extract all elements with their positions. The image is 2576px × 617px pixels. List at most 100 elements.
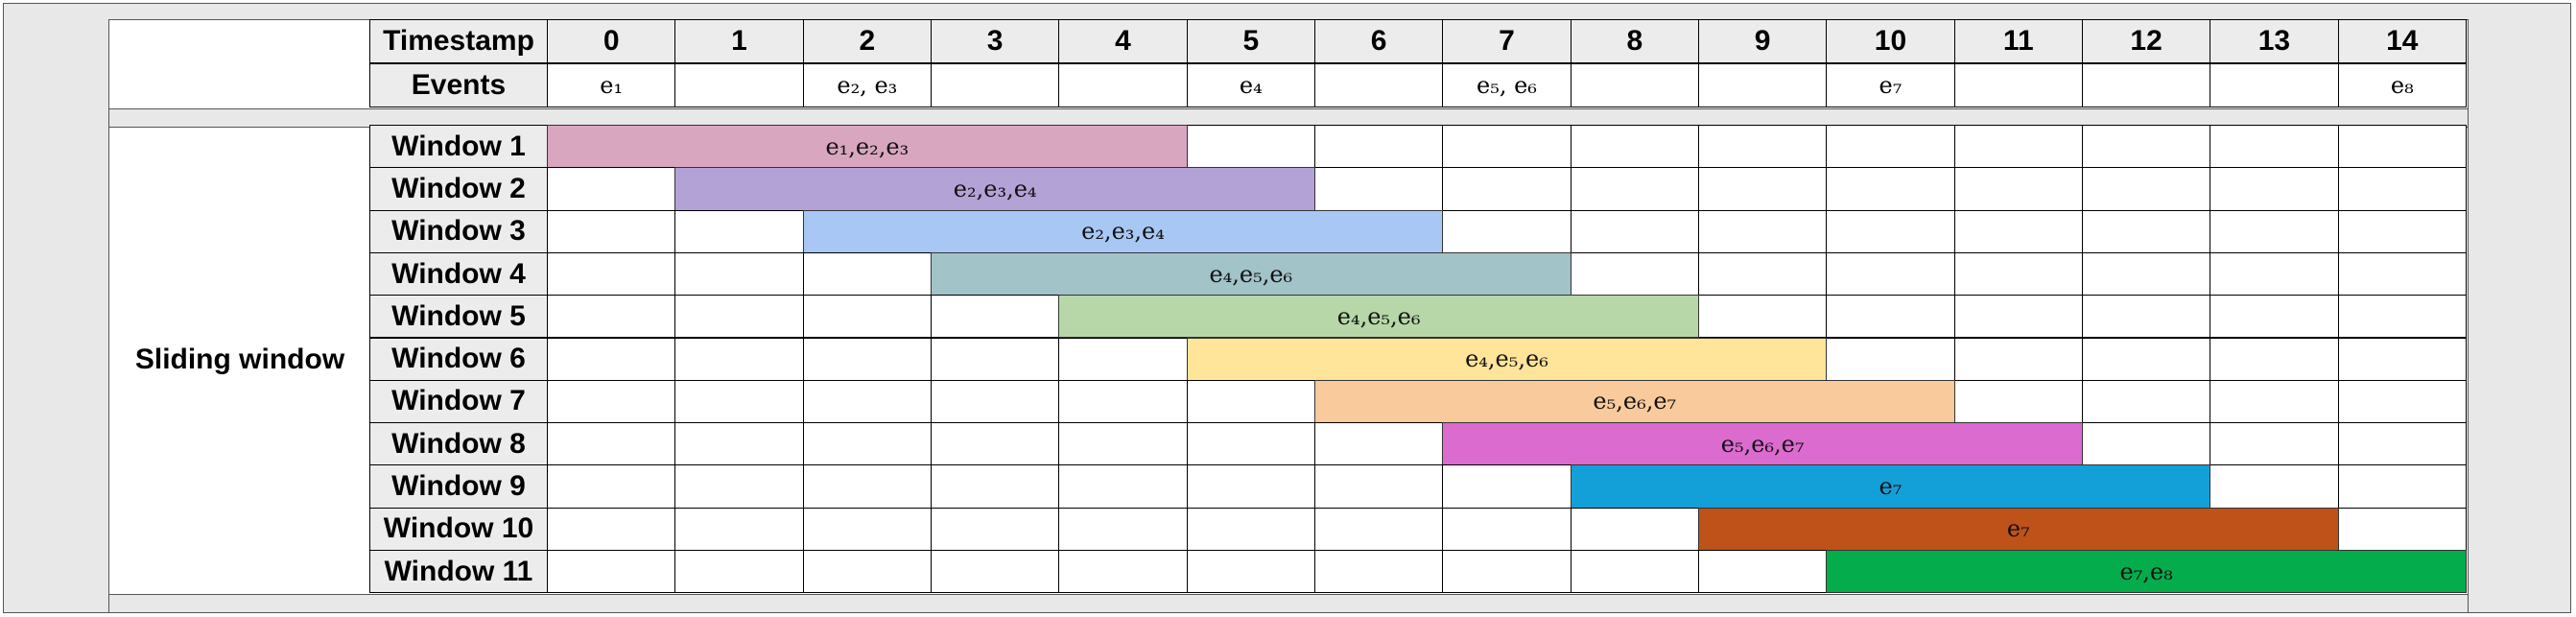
grid-cell <box>2337 507 2467 551</box>
grid-cell <box>1570 125 1699 169</box>
window-bar: e₂,e₃,e₄ <box>802 209 1444 253</box>
grid-cell <box>1186 379 1315 424</box>
grid-cell <box>930 337 1060 381</box>
grid-cell <box>802 295 932 339</box>
grid-cell <box>1186 550 1315 594</box>
grid-cell <box>1186 125 1315 169</box>
grid-cell <box>674 550 804 594</box>
grid-cell <box>1953 167 2083 211</box>
grid-cell <box>2210 125 2339 169</box>
grid-cell <box>2081 209 2211 253</box>
grid-cell <box>1442 464 1572 509</box>
timestamp-cell: 0 <box>547 19 676 63</box>
bottom-separator <box>108 594 2469 613</box>
grid-cell <box>2337 167 2467 211</box>
grid-cell <box>547 167 676 211</box>
event-cell <box>2081 63 2211 107</box>
grid-cell <box>674 251 804 297</box>
grid-cell <box>1058 422 1188 466</box>
grid-cell <box>1442 167 1572 211</box>
grid-cell <box>2081 379 2211 424</box>
grid-cell <box>2081 295 2211 339</box>
grid-cell <box>930 464 1060 509</box>
window-label: Window 7 <box>369 379 548 424</box>
timestamp-cell: 10 <box>1826 19 1955 63</box>
grid-cell <box>930 422 1060 466</box>
grid-cell <box>1058 507 1188 551</box>
grid-cell <box>2337 251 2467 297</box>
window-bar: e₇,e₈ <box>1826 550 2467 594</box>
window-label: Window 6 <box>369 337 548 381</box>
grid-cell <box>674 209 804 253</box>
grid-cell <box>1058 550 1188 594</box>
grid-cell <box>2210 251 2339 297</box>
event-cell <box>1697 63 1828 107</box>
grid-cell <box>2210 167 2339 211</box>
grid-cell <box>1186 464 1315 509</box>
grid-cell <box>2081 422 2211 466</box>
grid-cell <box>2210 337 2339 381</box>
grid-cell <box>1826 251 1955 297</box>
timestamp-cell: 2 <box>802 19 932 63</box>
window-bar: e₁,e₂,e₃ <box>547 125 1188 169</box>
window-bar: e₄,e₅,e₆ <box>1058 295 1699 339</box>
grid-cell <box>802 550 932 594</box>
grid-cell <box>930 379 1060 424</box>
window-label: Window 11 <box>369 550 548 594</box>
window-label: Window 4 <box>369 251 548 297</box>
grid-cell <box>547 550 676 594</box>
grid-cell <box>802 251 932 297</box>
event-cell: e₂, e₃ <box>802 63 932 107</box>
timestamp-cell: 12 <box>2081 19 2211 63</box>
grid-cell <box>2081 125 2211 169</box>
grid-cell <box>930 507 1060 551</box>
grid-cell <box>1697 295 1828 339</box>
timestamp-cell: 11 <box>1953 19 2083 63</box>
grid-cell <box>1826 209 1955 253</box>
grid-cell <box>1953 125 2083 169</box>
sliding-window-label: Sliding window <box>134 344 345 375</box>
event-cell <box>1058 63 1188 107</box>
grid-cell <box>547 464 676 509</box>
timestamp-cell: 8 <box>1570 19 1699 63</box>
grid-cell <box>1826 295 1955 339</box>
window-label: Window 10 <box>369 507 548 551</box>
grid-cell <box>930 295 1060 339</box>
grid-cell <box>547 295 676 339</box>
grid-cell <box>547 337 676 381</box>
window-label: Window 2 <box>369 167 548 211</box>
grid-cell <box>2081 337 2211 381</box>
grid-cell <box>2081 251 2211 297</box>
grid-cell <box>1442 507 1572 551</box>
event-cell: e₈ <box>2337 63 2467 107</box>
grid-cell <box>2210 464 2339 509</box>
window-bar: e₇ <box>1697 507 2339 551</box>
grid-cell <box>1186 422 1315 466</box>
grid-cell <box>1570 251 1699 297</box>
grid-cell <box>547 507 676 551</box>
window-bar: e₄,e₅,e₆ <box>1186 337 1828 381</box>
grid-cell <box>674 507 804 551</box>
grid-cell <box>2210 209 2339 253</box>
grid-cell <box>1697 167 1828 211</box>
grid-cell <box>674 295 804 339</box>
event-cell <box>1313 63 1444 107</box>
window-bar: e₅,e₆,e₇ <box>1442 422 2083 466</box>
timestamp-cell: 9 <box>1697 19 1828 63</box>
grid-cell <box>1313 550 1444 594</box>
grid-cell <box>2337 337 2467 381</box>
window-bar: e₇ <box>1570 464 2211 509</box>
event-cell <box>1953 63 2083 107</box>
grid-cell <box>1953 337 2083 381</box>
grid-cell <box>1313 422 1444 466</box>
grid-cell <box>1313 507 1444 551</box>
grid-cell <box>2337 464 2467 509</box>
grid-cell <box>674 337 804 381</box>
event-cell <box>674 63 804 107</box>
grid-cell <box>1697 209 1828 253</box>
grid-cell <box>1313 464 1444 509</box>
grid-cell <box>1058 464 1188 509</box>
timestamp-cell: 4 <box>1058 19 1188 63</box>
grid-cell <box>1953 251 2083 297</box>
grid-cell <box>1697 550 1828 594</box>
